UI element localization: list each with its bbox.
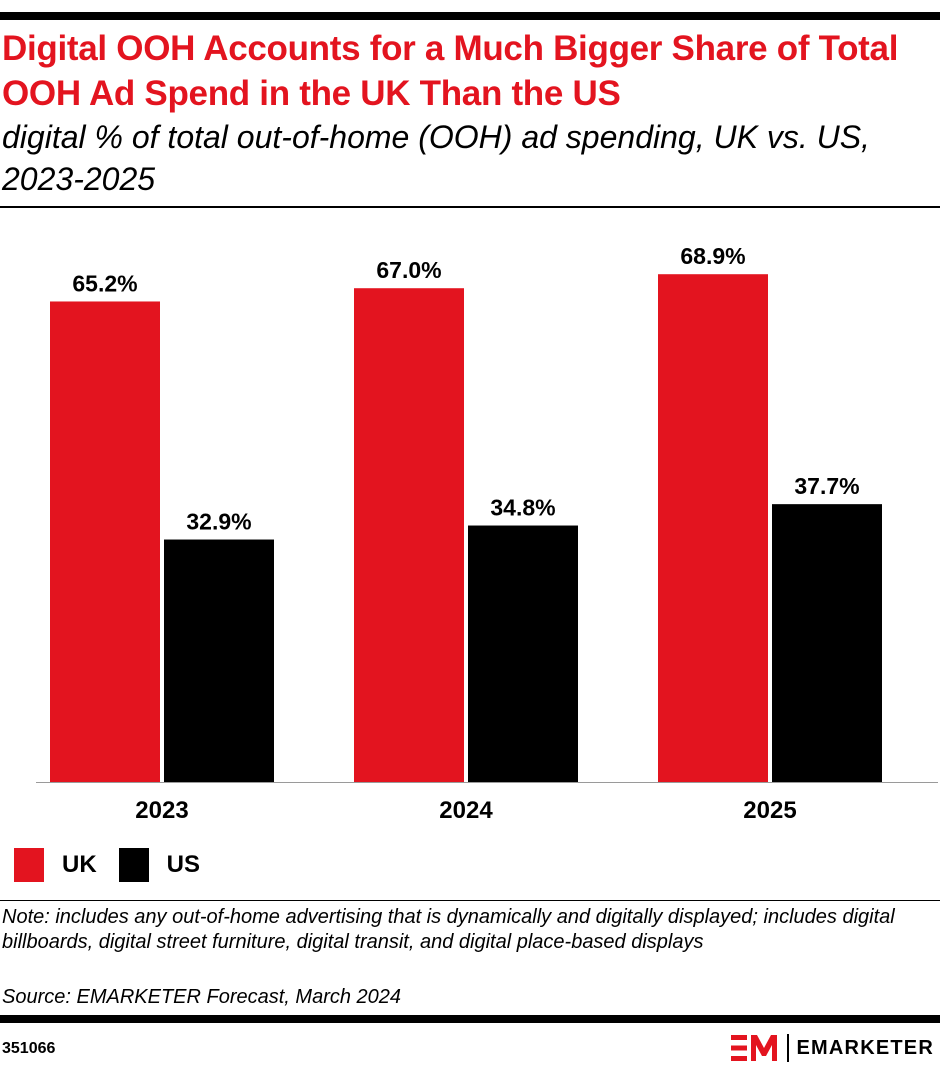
bar-us-2025: [772, 504, 882, 782]
emarketer-logo-mark: [730, 1035, 777, 1061]
emarketer-wordmark: EMARKETER: [796, 1036, 934, 1059]
chart-id: 351066: [2, 1040, 56, 1057]
bar-chart: 65.2% 32.9% 2023 67.0% 34.8% 2024 68.9% 37.7% 20…: [36, 243, 938, 824]
note-rule: [0, 900, 940, 901]
top-rule: [0, 12, 940, 20]
legend-item-uk: UK: [14, 848, 97, 882]
logo-divider: [786, 1034, 789, 1062]
chart-title: Digital OOH Accounts for a Much Bigger S…: [2, 29, 899, 113]
bar-us-2024: [468, 525, 578, 782]
chart-source: Source: EMARKETER Forecast, March 2024: [2, 986, 402, 1008]
bar-uk-2024: [354, 288, 464, 782]
legend-label-us: US: [166, 851, 201, 878]
bar-uk-2023: [50, 301, 160, 782]
legend-swatch-uk: [14, 848, 44, 882]
data-label-uk-2023: 65.2%: [72, 270, 137, 296]
data-label-us-2025: 37.7%: [794, 473, 859, 499]
data-label-us-2023: 32.9%: [186, 509, 251, 535]
legend: UK US: [14, 848, 222, 882]
subtitle-rule: [0, 206, 940, 208]
legend-label-uk: UK: [62, 851, 97, 878]
legend-swatch-us: [118, 848, 149, 882]
data-label-uk-2025: 68.9%: [680, 243, 745, 269]
chart-note: Note: includes any out-of-home advertisi…: [2, 906, 895, 953]
x-tick-label-2025: 2025: [743, 797, 796, 824]
data-label-us-2024: 34.8%: [490, 495, 555, 521]
chart-subtitle: digital % of total out-of-home (OOH) ad …: [2, 119, 870, 197]
data-label-uk-2024: 67.0%: [376, 257, 441, 283]
x-tick-label-2024: 2024: [439, 797, 493, 824]
bar-uk-2025: [658, 274, 768, 782]
bottom-rule: [0, 1015, 940, 1023]
x-tick-label-2023: 2023: [135, 797, 188, 824]
bar-us-2023: [164, 539, 274, 782]
legend-item-us: US: [118, 848, 201, 882]
emarketer-logo: EMARKETER: [730, 1032, 934, 1064]
